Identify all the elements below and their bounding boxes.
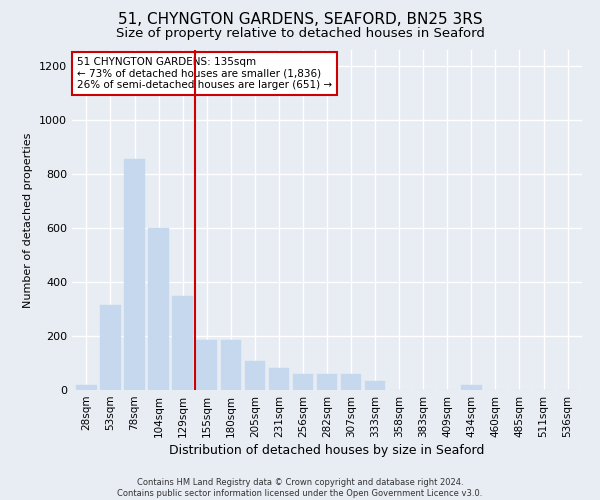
Bar: [365, 380, 385, 390]
Bar: [100, 305, 121, 390]
Bar: [172, 296, 193, 390]
X-axis label: Distribution of detached houses by size in Seaford: Distribution of detached houses by size …: [169, 444, 485, 457]
Text: Contains HM Land Registry data © Crown copyright and database right 2024.
Contai: Contains HM Land Registry data © Crown c…: [118, 478, 482, 498]
Bar: [148, 228, 169, 390]
Y-axis label: Number of detached properties: Number of detached properties: [23, 132, 34, 308]
Bar: [293, 374, 313, 390]
Text: Size of property relative to detached houses in Seaford: Size of property relative to detached ho…: [116, 28, 484, 40]
Text: 51 CHYNGTON GARDENS: 135sqm
← 73% of detached houses are smaller (1,836)
26% of : 51 CHYNGTON GARDENS: 135sqm ← 73% of det…: [77, 57, 332, 90]
Text: 51, CHYNGTON GARDENS, SEAFORD, BN25 3RS: 51, CHYNGTON GARDENS, SEAFORD, BN25 3RS: [118, 12, 482, 28]
Bar: [269, 368, 289, 390]
Bar: [196, 340, 217, 390]
Bar: [124, 160, 145, 390]
Bar: [245, 361, 265, 390]
Bar: [317, 374, 337, 390]
Bar: [341, 374, 361, 390]
Bar: [461, 385, 482, 390]
Bar: [76, 385, 97, 390]
Bar: [221, 340, 241, 390]
